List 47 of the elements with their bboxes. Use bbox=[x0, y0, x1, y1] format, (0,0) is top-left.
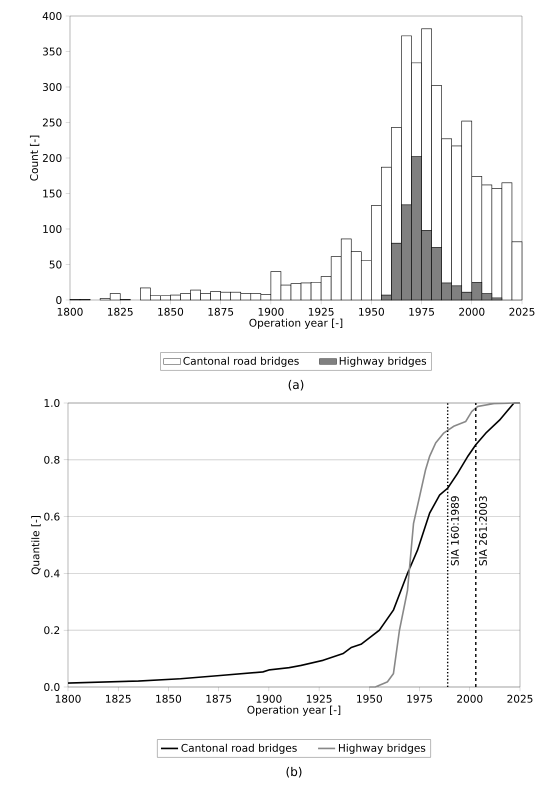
y-tick-label: 0.6 bbox=[44, 512, 60, 521]
x-tick-label: 2000 bbox=[459, 308, 484, 316]
x-tick-label: 1800 bbox=[56, 694, 81, 703]
y-tick-label: 250 bbox=[42, 118, 62, 126]
x-tick-label: 1875 bbox=[208, 308, 234, 316]
x-tick-label: 1925 bbox=[306, 694, 332, 703]
y-tick-label: 300 bbox=[42, 83, 62, 91]
y-tick-label: 0.8 bbox=[44, 456, 60, 464]
x-tick-label: 1825 bbox=[108, 308, 133, 316]
x-tick-label: 1950 bbox=[357, 694, 382, 703]
y-axis-title: Quantile [-] bbox=[31, 516, 41, 574]
y-axis-title: Count [-] bbox=[30, 136, 40, 181]
x-axis-title: Operation year [-] bbox=[249, 318, 342, 329]
x-tick-label: 1850 bbox=[158, 308, 184, 316]
text: (a) bbox=[288, 380, 304, 391]
y-tick-label: 200 bbox=[42, 154, 62, 162]
x-tick-label: 1825 bbox=[106, 694, 131, 703]
y-tick-label: 100 bbox=[43, 225, 62, 233]
legend-label: Highway bridges bbox=[340, 356, 426, 367]
y-tick-label: 0.2 bbox=[44, 626, 60, 634]
y-tick-label: 350 bbox=[42, 48, 62, 56]
text: (b) bbox=[286, 766, 302, 778]
x-tick-label: 1900 bbox=[258, 308, 284, 316]
x-tick-label: 2000 bbox=[457, 694, 482, 703]
legend-label: Highway bridges bbox=[338, 744, 426, 754]
legend-label: Cantonal road bridges bbox=[183, 356, 299, 367]
ref-line-label: SIA 160:1989 bbox=[450, 496, 459, 566]
y-tick-label: 0 bbox=[56, 296, 62, 304]
y-tick-label: 1.0 bbox=[44, 399, 60, 407]
x-tick-label: 1950 bbox=[359, 308, 384, 316]
ref-line-label: SIA 261:2003 bbox=[478, 496, 487, 566]
y-tick-label: 0.0 bbox=[44, 683, 60, 691]
x-tick-label: 2025 bbox=[509, 308, 534, 316]
y-tick-label: 50 bbox=[50, 260, 62, 268]
x-tick-label: 1875 bbox=[206, 694, 232, 703]
x-tick-label: 1975 bbox=[407, 694, 432, 703]
y-tick-label: 150 bbox=[43, 190, 62, 198]
x-tick-label: 2025 bbox=[507, 694, 532, 703]
x-tick-label: 1975 bbox=[409, 308, 434, 316]
legend-label: Cantonal road bridges bbox=[181, 744, 297, 754]
x-tick-label: 1900 bbox=[256, 694, 282, 703]
x-axis-title: Operation year [-] bbox=[247, 706, 340, 716]
x-tick-label: 1925 bbox=[308, 308, 334, 316]
y-tick-label: 400 bbox=[42, 12, 62, 20]
x-tick-label: 1850 bbox=[156, 694, 182, 703]
y-tick-label: 0.4 bbox=[44, 569, 60, 578]
x-tick-label: 1800 bbox=[58, 308, 83, 316]
